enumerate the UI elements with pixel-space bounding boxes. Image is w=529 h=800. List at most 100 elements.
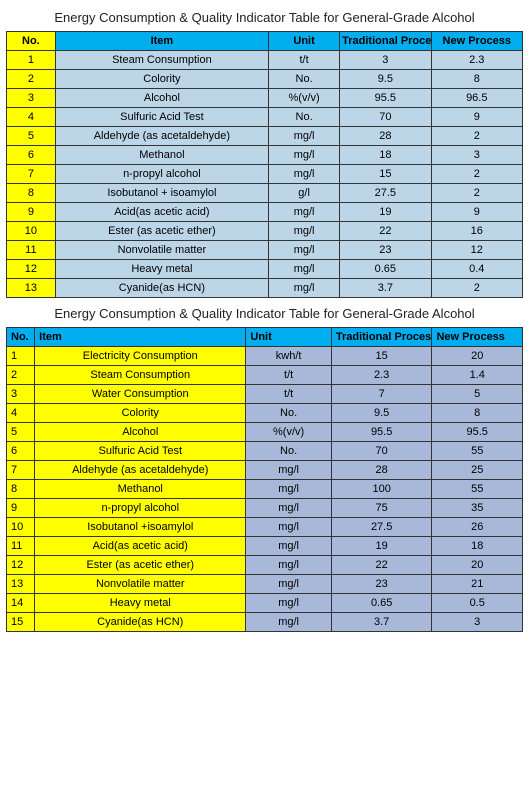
cell-unit: t/t: [246, 366, 331, 385]
table-row: 1Electricity Consumptionkwh/t1520: [7, 347, 523, 366]
cell-trad: 22: [340, 222, 431, 241]
cell-no: 13: [7, 279, 56, 298]
cell-no: 1: [7, 51, 56, 70]
cell-trad: 9.5: [340, 70, 431, 89]
cell-unit: mg/l: [269, 279, 340, 298]
cell-new: 2: [431, 279, 522, 298]
cell-no: 12: [7, 556, 35, 575]
cell-no: 15: [7, 613, 35, 632]
table-row: 13Cyanide(as HCN)mg/l3.72: [7, 279, 523, 298]
col-new: New Process: [432, 328, 523, 347]
cell-item: Electricity Consumption: [35, 347, 246, 366]
cell-new: 20: [432, 556, 523, 575]
cell-no: 6: [7, 146, 56, 165]
cell-trad: 0.65: [340, 260, 431, 279]
table-row: 6Methanolmg/l183: [7, 146, 523, 165]
cell-item: Sulfuric Acid Test: [35, 442, 246, 461]
cell-trad: 28: [331, 461, 432, 480]
cell-new: 25: [432, 461, 523, 480]
table-row: 9Acid(as acetic acid)mg/l199: [7, 203, 523, 222]
cell-new: 9: [431, 108, 522, 127]
cell-unit: mg/l: [269, 203, 340, 222]
cell-new: 8: [432, 404, 523, 423]
cell-trad: 95.5: [331, 423, 432, 442]
cell-unit: kwh/t: [246, 347, 331, 366]
col-new: New Process: [431, 32, 522, 51]
cell-trad: 15: [340, 165, 431, 184]
cell-no: 3: [7, 385, 35, 404]
cell-no: 10: [7, 518, 35, 537]
cell-trad: 70: [331, 442, 432, 461]
cell-no: 13: [7, 575, 35, 594]
cell-item: Alcohol: [35, 423, 246, 442]
table1: No. Item Unit Traditional Process New Pr…: [6, 31, 523, 298]
cell-unit: No.: [246, 442, 331, 461]
table-row: 15Cyanide(as HCN)mg/l3.73: [7, 613, 523, 632]
cell-trad: 75: [331, 499, 432, 518]
cell-no: 3: [7, 89, 56, 108]
cell-new: 18: [432, 537, 523, 556]
cell-unit: mg/l: [246, 613, 331, 632]
table-row: 7n-propyl alcoholmg/l152: [7, 165, 523, 184]
cell-trad: 0.65: [331, 594, 432, 613]
cell-item: Ester (as acetic ether): [35, 556, 246, 575]
table-row: 12Heavy metalmg/l0.650.4: [7, 260, 523, 279]
cell-trad: 19: [340, 203, 431, 222]
table-row: 10Ester (as acetic ether)mg/l2216: [7, 222, 523, 241]
cell-new: 0.4: [431, 260, 522, 279]
cell-trad: 3.7: [340, 279, 431, 298]
cell-item: Acid(as acetic acid): [35, 537, 246, 556]
cell-new: 12: [431, 241, 522, 260]
cell-new: 8: [431, 70, 522, 89]
col-trad: Traditional Process: [331, 328, 432, 347]
cell-item: n-propyl alcohol: [35, 499, 246, 518]
table2: No. Item Unit Traditional Process New Pr…: [6, 327, 523, 632]
cell-new: 2: [431, 184, 522, 203]
table-row: 14Heavy metalmg/l0.650.5: [7, 594, 523, 613]
cell-item: Heavy metal: [55, 260, 268, 279]
table-row: 6Sulfuric Acid TestNo.7055: [7, 442, 523, 461]
table-row: 5Alcohol%(v/v)95.595.5: [7, 423, 523, 442]
table1-title: Energy Consumption & Quality Indicator T…: [6, 10, 523, 25]
table-row: 4Sulfuric Acid TestNo.709: [7, 108, 523, 127]
table2-title: Energy Consumption & Quality Indicator T…: [6, 306, 523, 321]
cell-unit: mg/l: [246, 518, 331, 537]
cell-no: 1: [7, 347, 35, 366]
cell-trad: 19: [331, 537, 432, 556]
table-row: 2ColorityNo.9.58: [7, 70, 523, 89]
cell-unit: mg/l: [246, 461, 331, 480]
cell-no: 14: [7, 594, 35, 613]
cell-item: Steam Consumption: [35, 366, 246, 385]
cell-item: Colority: [55, 70, 268, 89]
cell-trad: 23: [340, 241, 431, 260]
cell-item: Alcohol: [55, 89, 268, 108]
cell-unit: mg/l: [246, 537, 331, 556]
cell-item: Nonvolatile matter: [35, 575, 246, 594]
cell-trad: 3: [340, 51, 431, 70]
cell-new: 2.3: [431, 51, 522, 70]
cell-new: 2: [431, 127, 522, 146]
cell-item: Ester (as acetic ether): [55, 222, 268, 241]
table-row: 5Aldehyde (as acetaldehyde)mg/l282: [7, 127, 523, 146]
table-row: 7Aldehyde (as acetaldehyde)mg/l2825: [7, 461, 523, 480]
cell-item: Nonvolatile matter: [55, 241, 268, 260]
table1-header-row: No. Item Unit Traditional Process New Pr…: [7, 32, 523, 51]
cell-no: 10: [7, 222, 56, 241]
cell-trad: 23: [331, 575, 432, 594]
cell-item: Cyanide(as HCN): [35, 613, 246, 632]
cell-unit: No.: [246, 404, 331, 423]
cell-new: 21: [432, 575, 523, 594]
cell-unit: mg/l: [269, 241, 340, 260]
cell-no: 7: [7, 165, 56, 184]
cell-item: Methanol: [35, 480, 246, 499]
cell-new: 95.5: [432, 423, 523, 442]
cell-no: 5: [7, 127, 56, 146]
cell-trad: 27.5: [340, 184, 431, 203]
cell-trad: 100: [331, 480, 432, 499]
cell-item: n-propyl alcohol: [55, 165, 268, 184]
cell-trad: 22: [331, 556, 432, 575]
cell-unit: No.: [269, 70, 340, 89]
cell-no: 7: [7, 461, 35, 480]
table-row: 3Alcohol%(v/v)95.596.5: [7, 89, 523, 108]
table-row: 12Ester (as acetic ether)mg/l2220: [7, 556, 523, 575]
